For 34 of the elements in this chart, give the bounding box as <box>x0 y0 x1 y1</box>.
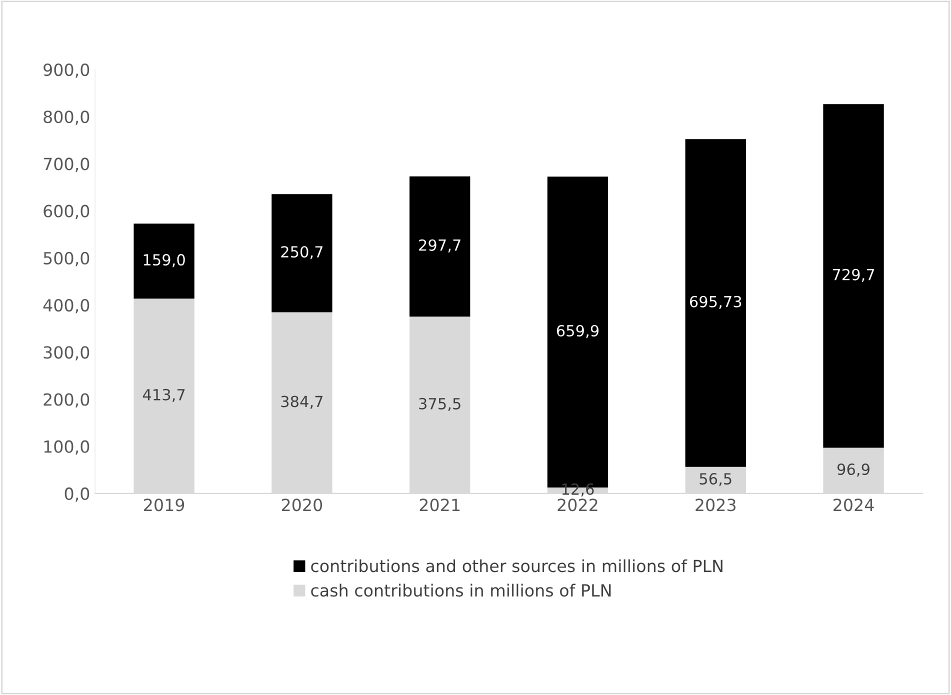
data-label: 297,7 <box>419 239 460 252</box>
data-label: 375,5 <box>419 398 460 411</box>
x-tick-label: 2020 <box>282 498 322 512</box>
y-tick-label: 700,0 <box>44 158 90 172</box>
y-tick-label: 400,0 <box>43 298 90 314</box>
y-tick-label: 0,0 <box>64 487 90 502</box>
x-tick-label: 2019 <box>144 498 184 512</box>
legend-label: cash contributions in millions of PLN <box>311 584 611 597</box>
data-label: 413,7 <box>142 388 185 402</box>
bar <box>685 139 746 467</box>
x-tick-label: 2021 <box>420 498 460 512</box>
x-tick-label: 2024 <box>834 498 874 512</box>
bar <box>134 224 194 299</box>
bar <box>823 104 884 448</box>
legend-label: contributions and other sources in millions of PLN <box>311 559 722 572</box>
y-tick-label: 600,0 <box>44 204 90 220</box>
data-label: 96,9 <box>837 464 870 477</box>
x-tick-label: 2022 <box>558 498 598 512</box>
data-label: 695,73 <box>690 296 742 309</box>
y-tick-label: 900,0 <box>44 63 90 78</box>
y-tick-label: 100,0 <box>44 440 90 455</box>
y-tick-label: 300,0 <box>44 346 90 360</box>
data-label: 159,0 <box>144 254 185 268</box>
data-label: 384,7 <box>281 396 323 409</box>
y-tick-label: 200,0 <box>44 393 90 408</box>
x-tick-label: 2023 <box>696 498 736 512</box>
y-tick-label: 800,0 <box>44 110 90 125</box>
data-label: 659,9 <box>556 324 599 338</box>
y-tick-label: 500,0 <box>44 252 90 266</box>
data-label: 729,7 <box>832 268 874 282</box>
bar <box>272 194 332 312</box>
data-label: 250,7 <box>281 246 323 260</box>
data-label: 56,5 <box>700 473 732 486</box>
bar <box>410 176 470 317</box>
